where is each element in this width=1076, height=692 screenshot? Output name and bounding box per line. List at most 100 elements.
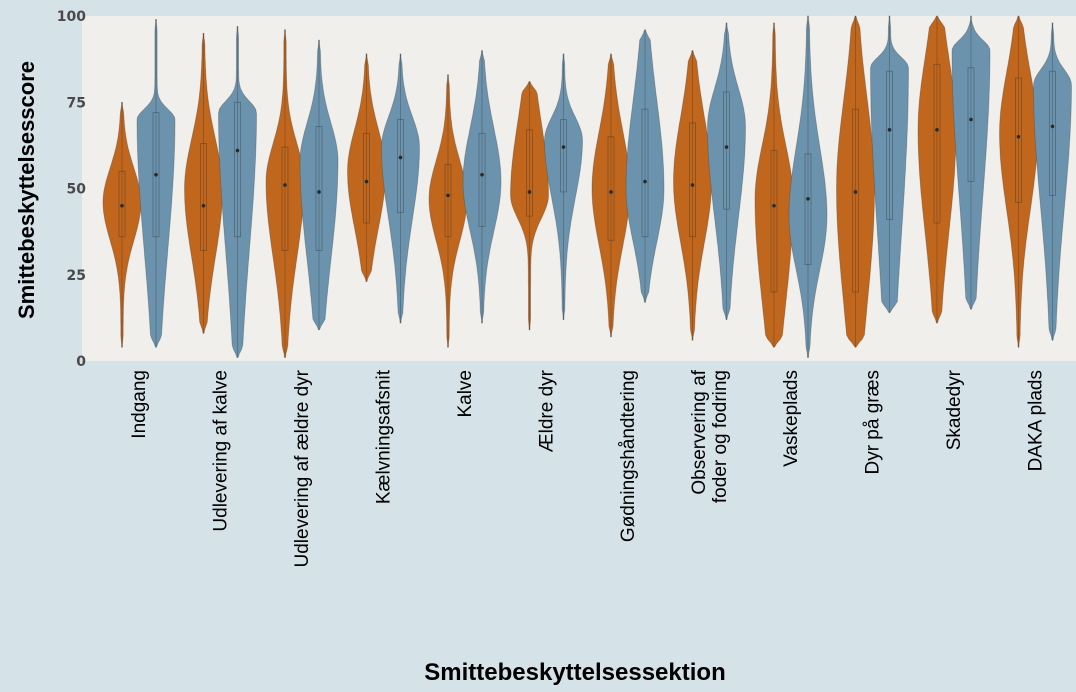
violin-1-2 (136, 19, 176, 348)
quartile-box (363, 132, 370, 224)
violin-10-1 (836, 15, 875, 348)
violin-body (625, 29, 665, 303)
violin-3-1 (265, 29, 305, 358)
violin-body (999, 15, 1038, 348)
violin-body (836, 15, 875, 348)
x-tick-label: Udlevering af kalve (211, 370, 232, 532)
violin-body (917, 15, 957, 324)
median-marker (201, 203, 206, 208)
quartile-box (689, 122, 696, 238)
x-tick-label: Skadedyr (944, 369, 965, 450)
violin-body (870, 15, 909, 314)
quartile-box (852, 108, 859, 293)
quartile-box (607, 136, 615, 241)
median-marker (283, 183, 287, 187)
quartile-box (770, 150, 778, 293)
violin-body (136, 19, 176, 348)
x-axis-ticks: Indgang Udlevering af kalve Udlevering af … (129, 369, 1047, 567)
quartile-box (1049, 70, 1056, 196)
median-marker (1016, 134, 1021, 139)
x-tick-label: Ældre dyr (537, 369, 558, 452)
quartile-box (641, 108, 649, 238)
x-tick-label: Dyr på græs (863, 370, 884, 475)
median-marker (643, 179, 647, 184)
x-tick-label: Kalve (455, 370, 476, 418)
violin-3-2 (299, 39, 339, 331)
median-marker (806, 197, 810, 201)
y-tick-label: 75 (67, 95, 86, 111)
quartile-box (200, 143, 207, 251)
quartile-box (886, 70, 893, 220)
quartile-box (397, 119, 404, 214)
violin-body (462, 50, 502, 324)
quartile-box (152, 112, 160, 238)
x-tick-label: Kælvningsafsnit (374, 369, 395, 504)
quartile-box (118, 170, 126, 238)
median-marker (935, 128, 939, 132)
quartile-box (234, 101, 241, 238)
violin-body (381, 53, 420, 324)
quartile-box (526, 129, 533, 217)
violin-body (788, 15, 828, 358)
violin-1-1 (102, 101, 142, 348)
median-marker (969, 117, 973, 122)
violin-body (707, 22, 746, 320)
median-marker (235, 148, 240, 153)
violin-group (102, 15, 1072, 358)
violin-8-2 (707, 22, 746, 320)
quartile-box (444, 163, 452, 238)
violin-4-1 (347, 53, 386, 282)
median-marker (480, 172, 484, 177)
quartile-box (560, 119, 567, 193)
violin-12-2 (1033, 22, 1072, 341)
violin-body (102, 101, 142, 348)
median-marker (446, 193, 450, 198)
y-axis-ticks: 0 25 50 75 100 (57, 9, 86, 370)
violin-2-1 (184, 32, 223, 334)
median-marker (1050, 124, 1055, 129)
median-marker (317, 190, 321, 194)
violin-body (673, 50, 712, 341)
x-tick-label: Vaskeplads (781, 370, 802, 467)
violin-7-1 (591, 53, 631, 338)
y-tick-label: 100 (57, 9, 86, 25)
violin-body (184, 32, 223, 334)
violin-body (544, 53, 583, 320)
median-marker (724, 145, 729, 149)
x-axis-label: Smittebeskyttelsessektion (424, 659, 725, 686)
violin-body (299, 39, 339, 331)
violin-5-1 (428, 74, 468, 348)
violin-11-2 (951, 15, 991, 310)
violin-8-1 (673, 50, 712, 341)
violin-6-2 (544, 53, 583, 320)
median-marker (398, 155, 403, 160)
median-marker (853, 190, 858, 194)
violin-body (218, 26, 257, 358)
violin-7-2 (625, 29, 665, 303)
median-marker (154, 172, 158, 177)
quartile-box (933, 63, 941, 224)
y-tick-label: 25 (67, 268, 86, 284)
violin-10-2 (870, 15, 909, 314)
median-marker (690, 183, 695, 187)
median-marker (772, 203, 776, 208)
y-axis-label: Smittebeskyttelsesscore (14, 61, 39, 319)
violin-4-2 (381, 53, 420, 324)
y-tick-label: 50 (67, 182, 87, 198)
quartile-box (281, 146, 289, 252)
quartile-box (723, 91, 730, 210)
median-marker (561, 145, 566, 149)
violin-6-1 (510, 81, 549, 331)
median-marker (364, 179, 369, 184)
violin-12-1 (999, 15, 1038, 348)
quartile-box (478, 132, 486, 227)
x-tick-label: Udlevering af ældre dyr (292, 369, 313, 567)
median-marker (609, 190, 613, 194)
violin-body (510, 81, 549, 331)
quartile-box (804, 153, 812, 265)
violin-body (1033, 22, 1072, 341)
quartile-box (967, 67, 975, 182)
violin-body (428, 74, 468, 348)
violin-body (591, 53, 631, 338)
violin-9-2 (788, 15, 828, 358)
